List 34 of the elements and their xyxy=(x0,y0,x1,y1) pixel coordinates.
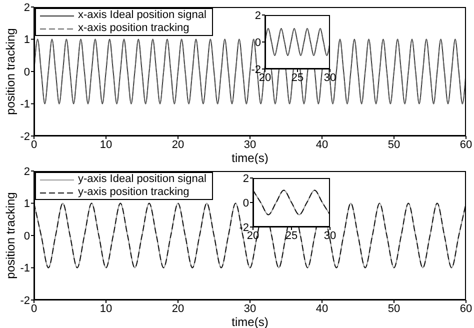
y-tick-label: 2 xyxy=(254,10,261,22)
y-tick-label: 0 xyxy=(254,36,261,49)
y-tick-label: -2 xyxy=(20,130,30,143)
x-tick-label: 30 xyxy=(324,230,336,242)
y-axis-title: position tracking xyxy=(3,192,18,279)
y-tick-label: 1 xyxy=(24,34,30,46)
x-tick-label: 60 xyxy=(460,302,472,315)
y-tick-label: 1 xyxy=(24,198,30,210)
x-tick-label: 20 xyxy=(246,230,260,242)
y-tick-label: -1 xyxy=(20,98,30,111)
x-tick-label: 60 xyxy=(460,138,472,151)
x-tick-label: 10 xyxy=(100,302,112,315)
x-tick-label: 40 xyxy=(316,302,328,315)
x-tick-label: 25 xyxy=(285,230,298,242)
x-tick-label: 20 xyxy=(172,302,184,315)
y-tick-label: -2 xyxy=(20,294,30,307)
x-tick-label: 40 xyxy=(316,138,328,151)
x-tick-label: 50 xyxy=(388,302,400,315)
y-tick-label: -1 xyxy=(20,262,30,275)
y-axis-title: position tracking xyxy=(3,28,18,115)
legend-label: x-axis position tracking xyxy=(78,22,190,35)
legend-label: y-axis Ideal position signal xyxy=(78,173,206,186)
x-tick-label: 30 xyxy=(244,138,256,151)
y-tick-label: -2 xyxy=(239,222,249,234)
legend-label: x-axis Ideal position signal xyxy=(78,9,206,22)
y-tick-label: 2 xyxy=(24,166,30,178)
x-tick-label: 20 xyxy=(172,138,184,151)
x-tick-label: 50 xyxy=(388,138,400,151)
y-tick-label: 2 xyxy=(24,2,30,14)
x-tick-label: 30 xyxy=(244,302,256,315)
y-tick-label: 2 xyxy=(242,172,249,185)
y-tick-label: 0 xyxy=(242,197,249,210)
legend-label: y-axis position tracking xyxy=(78,186,190,199)
x-tick-label: 10 xyxy=(100,138,112,151)
